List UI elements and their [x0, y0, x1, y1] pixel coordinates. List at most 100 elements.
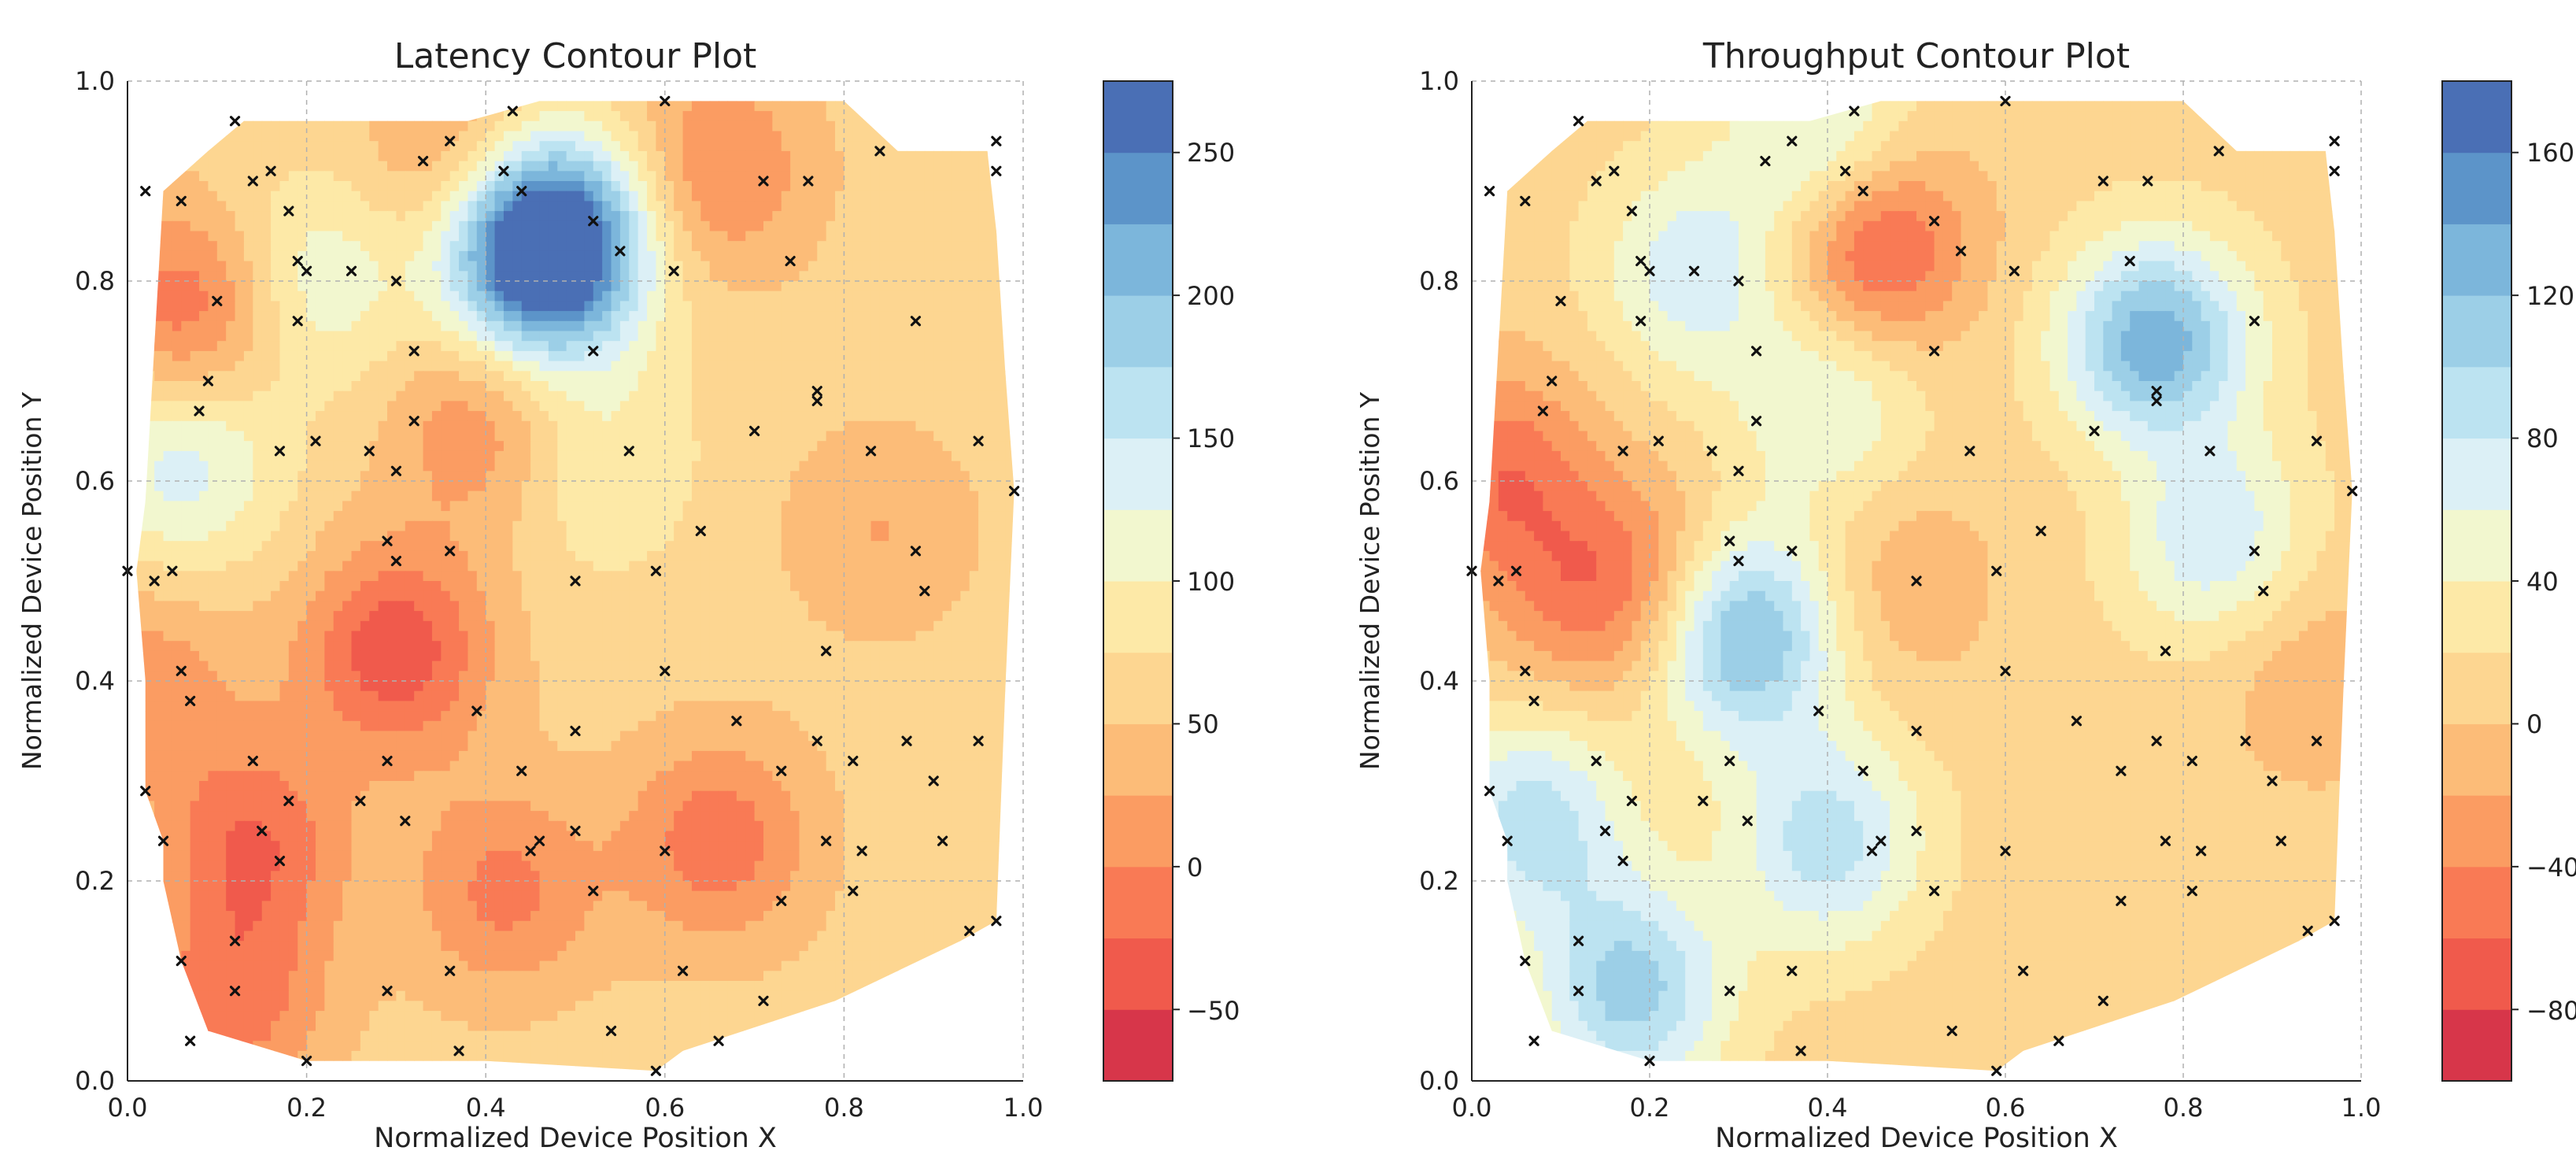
contour-cell [691, 111, 701, 122]
contour-cell [539, 301, 549, 312]
contour-cell [835, 461, 844, 472]
contour-cell [844, 131, 854, 142]
contour-cell [315, 150, 325, 162]
contour-cell [897, 511, 907, 522]
contour-cell [298, 341, 308, 352]
contour-cell [915, 550, 926, 562]
contour-cell [360, 161, 370, 172]
contour-cell [584, 361, 594, 372]
contour-cell [719, 541, 729, 552]
contour-cell [638, 301, 648, 312]
contour-cell [790, 201, 800, 212]
contour-cell [306, 450, 316, 462]
contour-cell [799, 161, 809, 172]
contour-cell [772, 231, 782, 242]
contour-cell [324, 561, 334, 572]
contour-cell [691, 201, 701, 212]
contour-cell [727, 101, 737, 112]
contour-cell [763, 301, 773, 312]
contour-cell [405, 241, 415, 252]
contour-cell [154, 301, 164, 312]
contour-cell [136, 201, 146, 212]
contour-cell [709, 541, 719, 552]
contour-cell [647, 271, 657, 282]
contour-cell [736, 141, 746, 152]
contour-cell [879, 161, 889, 172]
contour-cell [351, 311, 361, 322]
contour-cell [745, 131, 756, 142]
contour-cell [172, 81, 182, 91]
contour-cell [494, 550, 504, 562]
contour-cell [423, 290, 433, 302]
contour-cell [674, 381, 684, 392]
contour-cell [306, 241, 316, 252]
contour-cell [226, 561, 236, 572]
contour-cell [682, 481, 693, 492]
contour-cell [243, 141, 253, 152]
contour-cell [611, 420, 621, 432]
contour-cell [692, 81, 701, 91]
contour-cell [727, 141, 737, 152]
contour-cell [486, 361, 496, 372]
contour-cell [405, 390, 415, 401]
contour-cell [378, 171, 388, 182]
contour-cell [835, 401, 844, 412]
contour-cell [969, 550, 979, 562]
contour-cell [593, 81, 603, 91]
contour-cell [736, 220, 746, 232]
contour-cell [602, 550, 612, 562]
contour-cell [817, 231, 827, 242]
contour-cell [423, 331, 433, 342]
contour-cell [324, 301, 334, 312]
contour-cell [441, 420, 451, 432]
contour-cell [261, 371, 272, 382]
contour-cell [1015, 311, 1024, 321]
contour-cell [396, 231, 406, 242]
contour-cell [396, 171, 406, 182]
contour-cell [530, 161, 541, 172]
contour-cell [664, 161, 674, 172]
contour-cell [208, 101, 218, 112]
contour-cell [996, 471, 1006, 482]
contour-cell [700, 390, 711, 401]
contour-cell [987, 101, 997, 102]
contour-cell [396, 111, 406, 122]
contour-cell [154, 450, 164, 462]
contour-cell [897, 290, 907, 302]
contour-cell [970, 81, 979, 91]
contour-cell [879, 271, 889, 282]
contour-cell [826, 481, 836, 492]
contour-cell [808, 420, 818, 432]
contour-cell [181, 161, 191, 172]
contour-cell [216, 401, 227, 412]
contour-cell [826, 250, 836, 262]
contour-cell [700, 181, 711, 192]
contour-cell [468, 550, 478, 562]
contour-cell [611, 511, 621, 522]
contour-cell [897, 381, 907, 392]
contour-cell [235, 520, 245, 532]
contour-cell [136, 120, 137, 132]
contour-cell [611, 371, 621, 382]
contour-cell [486, 390, 496, 401]
contour-cell [897, 101, 907, 102]
contour-cell [781, 361, 791, 372]
contour-cell [826, 450, 836, 462]
contour-cell [629, 531, 639, 542]
contour-cell [566, 211, 576, 222]
contour-cell [243, 531, 253, 542]
contour-cell [924, 161, 934, 172]
contour-cell [136, 211, 137, 222]
contour-cell [763, 471, 773, 482]
contour-cell [521, 101, 531, 102]
contour-cell [593, 420, 603, 432]
contour-cell [942, 531, 952, 542]
contour-cell [235, 390, 245, 401]
contour-cell [996, 341, 1006, 352]
contour-cell [889, 381, 899, 392]
contour-cell [647, 201, 657, 212]
contour-cell [763, 220, 773, 232]
contour-cell [745, 101, 756, 102]
contour-cell [557, 161, 567, 172]
contour-cell [924, 411, 934, 422]
